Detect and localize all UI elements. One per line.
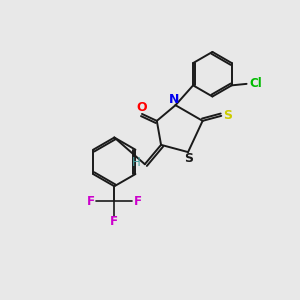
Text: O: O [136,101,147,114]
Text: F: F [110,215,118,228]
Text: Cl: Cl [250,77,262,90]
Text: F: F [134,195,142,208]
Text: S: S [223,109,232,122]
Text: S: S [184,152,193,165]
Text: H: H [132,156,141,169]
Text: F: F [87,195,95,208]
Text: N: N [169,93,179,106]
